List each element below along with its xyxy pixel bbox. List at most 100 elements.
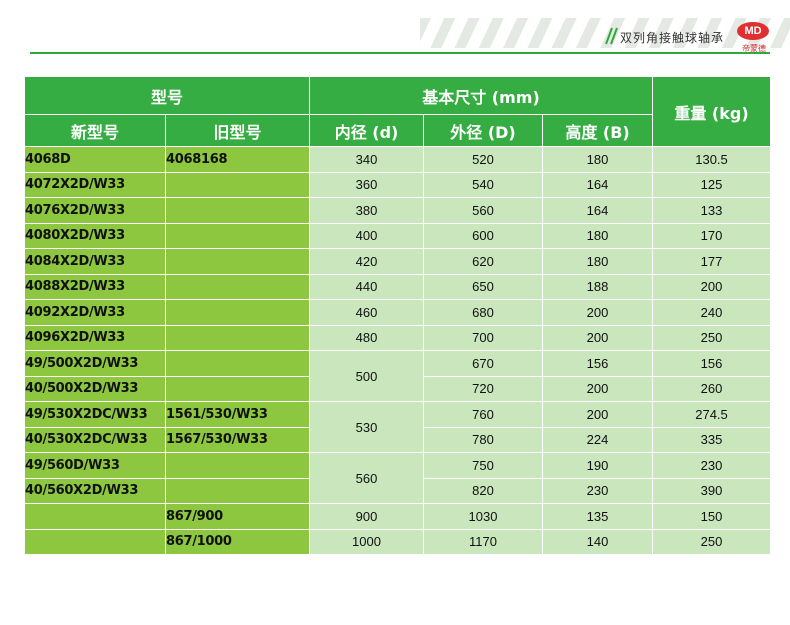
weight-cell: 170: [652, 222, 772, 249]
outer-diameter-cell: 520: [423, 146, 544, 173]
header-divider: [30, 52, 770, 54]
outer-diameter-cell: 1170: [423, 528, 544, 555]
old-model-cell: 867/1000: [164, 528, 311, 555]
table-row: 4096X2D/W33 480 700 200 250: [24, 324, 772, 351]
outer-diameter-cell: 760: [423, 401, 544, 428]
new-model-cell: 40/500X2D/W33: [24, 375, 166, 402]
slash-mark-icon: [605, 27, 618, 45]
inner-diameter-cell: 440: [309, 273, 425, 300]
new-model-cell: 4088X2D/W33: [24, 273, 166, 300]
outer-diameter-cell: 620: [423, 248, 544, 275]
table-row: 4072X2D/W33 360 540 164 125: [24, 171, 772, 198]
bearing-spec-table: 型号 基本尺寸 (mm) 重量 (kg) 新型号 旧型号 内径 (d) 外径 (…: [23, 76, 772, 555]
height-cell: 135: [542, 503, 654, 530]
height-cell: 200: [542, 401, 654, 428]
page-title: 双列角接触球轴承: [620, 31, 725, 45]
table-row: 40/530X2DC/W33 1567/530/W33 780 224 335: [24, 426, 772, 453]
new-model-cell: [24, 528, 166, 555]
height-cell: 190: [542, 452, 654, 479]
table-row: 867/900 900 1030 135 150: [24, 503, 772, 530]
outer-diameter-cell: 600: [423, 222, 544, 249]
new-model-cell: 49/530X2DC/W33: [24, 401, 166, 428]
height-cell: 230: [542, 477, 654, 504]
table-row: 40/500X2D/W33 720 200 260: [24, 375, 772, 402]
table-row: 4076X2D/W33 380 560 164 133: [24, 197, 772, 224]
height-cell: 140: [542, 528, 654, 555]
table-row: 49/530X2DC/W33 1561/530/W33 530 760 200 …: [24, 401, 772, 453]
old-model-cell: [164, 197, 311, 224]
table-row: 4092X2D/W33 460 680 200 240: [24, 299, 772, 326]
old-model-cell: 1567/530/W33: [164, 426, 311, 453]
old-model-cell: [164, 477, 311, 504]
new-model-cell: 4072X2D/W33: [24, 171, 166, 198]
weight-cell: 150: [652, 503, 772, 530]
new-model-cell: 4068D: [24, 146, 166, 173]
outer-diameter-cell: 1030: [423, 503, 544, 530]
header-stripe-decoration: [420, 18, 790, 48]
height-cell: 164: [542, 197, 654, 224]
inner-diameter-cell: 530: [309, 401, 425, 453]
weight-cell: 250: [652, 528, 772, 555]
table-row: 4088X2D/W33 440 650 188 200: [24, 273, 772, 300]
table-row: 49/560D/W33 560 750 190 230: [24, 452, 772, 504]
logo-brand-name: 帝蒙德: [742, 44, 766, 53]
weight-cell: 230: [652, 452, 772, 479]
new-model-cell: 4076X2D/W33: [24, 197, 166, 224]
new-model-cell: 4080X2D/W33: [24, 222, 166, 249]
weight-cell: 125: [652, 171, 772, 198]
header-height: 高度 (B): [542, 114, 654, 147]
inner-diameter-cell: 340: [309, 146, 425, 173]
outer-diameter-cell: 680: [423, 299, 544, 326]
height-cell: 180: [542, 222, 654, 249]
outer-diameter-cell: 650: [423, 273, 544, 300]
old-model-cell: [164, 273, 311, 300]
inner-diameter-cell: 900: [309, 503, 425, 530]
header-outer-diameter: 外径 (D): [423, 114, 544, 147]
height-cell: 156: [542, 350, 654, 377]
inner-diameter-cell: 380: [309, 197, 425, 224]
height-cell: 180: [542, 248, 654, 275]
new-model-cell: 4096X2D/W33: [24, 324, 166, 351]
brand-logo: MD 帝蒙德: [736, 22, 772, 56]
old-model-cell: 1561/530/W33: [164, 401, 311, 428]
header-old-model: 旧型号: [164, 114, 311, 147]
old-model-cell: [164, 171, 311, 198]
old-model-cell: [164, 299, 311, 326]
height-cell: 188: [542, 273, 654, 300]
weight-cell: 177: [652, 248, 772, 275]
inner-diameter-cell: 420: [309, 248, 425, 275]
height-cell: 200: [542, 299, 654, 326]
outer-diameter-cell: 750: [423, 452, 544, 479]
table-row: 4084X2D/W33 420 620 180 177: [24, 248, 772, 275]
weight-cell: 274.5: [652, 401, 772, 428]
new-model-cell: 4084X2D/W33: [24, 248, 166, 275]
table-row: 867/1000 1000 1170 140 250: [24, 528, 772, 555]
old-model-cell: [164, 350, 311, 377]
old-model-cell: 4068168: [164, 146, 311, 173]
new-model-cell: 49/560D/W33: [24, 452, 166, 479]
outer-diameter-cell: 560: [423, 197, 544, 224]
old-model-cell: [164, 452, 311, 479]
outer-diameter-cell: 780: [423, 426, 544, 453]
old-model-cell: 867/900: [164, 503, 311, 530]
weight-cell: 200: [652, 273, 772, 300]
weight-cell: 156: [652, 350, 772, 377]
inner-diameter-cell: 360: [309, 171, 425, 198]
height-cell: 224: [542, 426, 654, 453]
new-model-cell: 49/500X2D/W33: [24, 350, 166, 377]
outer-diameter-cell: 820: [423, 477, 544, 504]
header-weight: 重量 (kg): [652, 76, 772, 147]
height-cell: 200: [542, 375, 654, 402]
header-new-model: 新型号: [24, 114, 166, 147]
old-model-cell: [164, 222, 311, 249]
weight-cell: 250: [652, 324, 772, 351]
weight-cell: 390: [652, 477, 772, 504]
table-row: 4080X2D/W33 400 600 180 170: [24, 222, 772, 249]
table-row: 4068D 4068168 340 520 180 130.5: [24, 146, 772, 173]
inner-diameter-cell: 460: [309, 299, 425, 326]
weight-cell: 260: [652, 375, 772, 402]
outer-diameter-cell: 700: [423, 324, 544, 351]
outer-diameter-cell: 670: [423, 350, 544, 377]
old-model-cell: [164, 375, 311, 402]
page-header: 双列角接触球轴承 MD 帝蒙德: [0, 0, 790, 62]
